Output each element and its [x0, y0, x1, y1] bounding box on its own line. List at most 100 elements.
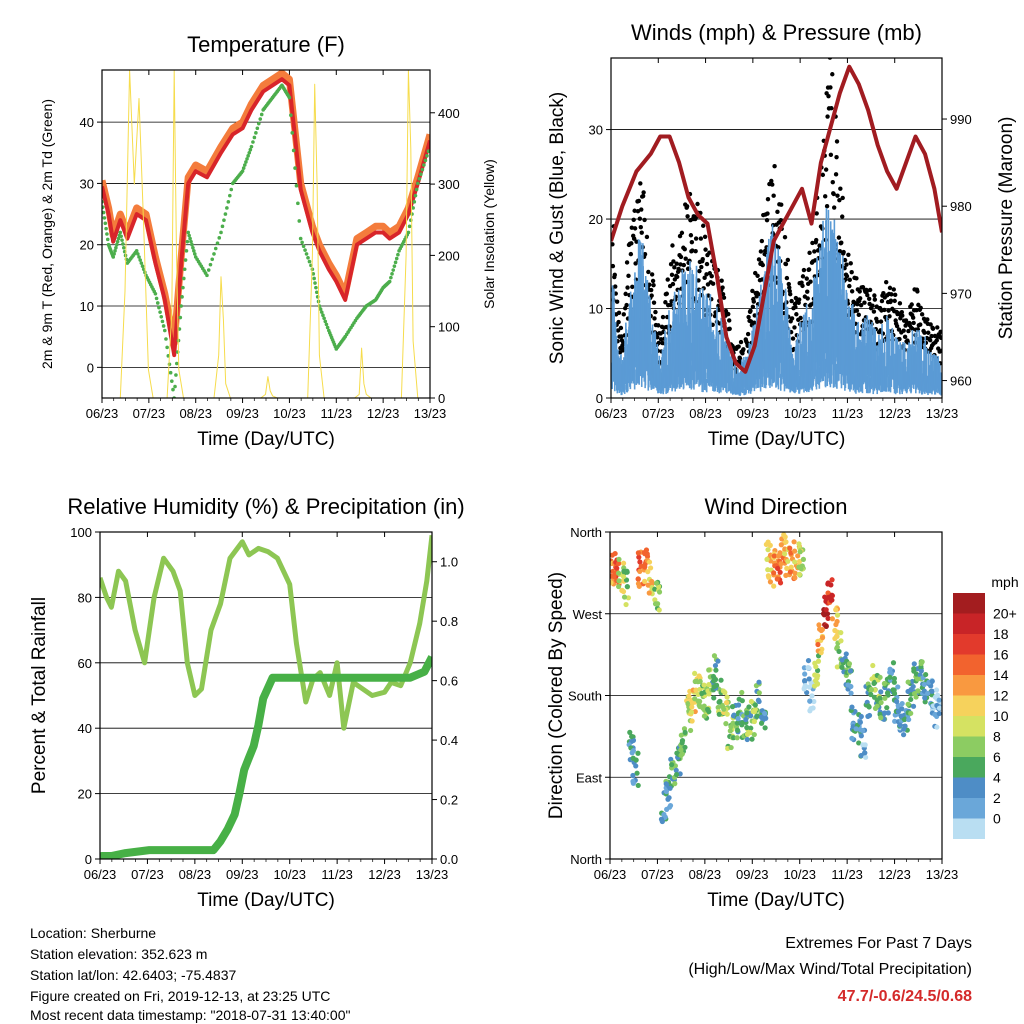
direction-point [884, 690, 891, 696]
temperature-ytick-label: 30 [80, 176, 94, 191]
direction-point [635, 550, 641, 556]
dewpoint-point [213, 246, 218, 251]
direction-point [642, 578, 648, 584]
gust-point [675, 274, 680, 280]
humidity-xtick-label: 08/23 [179, 867, 212, 882]
gust-point [800, 283, 805, 289]
dewpoint-point [105, 237, 110, 242]
dewpoint-point [206, 268, 211, 272]
winds-xtick-label: 07/23 [642, 406, 675, 421]
gust-point [856, 312, 861, 318]
gust-point [624, 260, 630, 265]
dewpoint-point [157, 305, 161, 310]
dewpoint-point [113, 249, 117, 253]
direction-point [630, 772, 636, 779]
direction-point [923, 671, 929, 678]
gust-point [857, 289, 862, 294]
humidity-ytick-label: 0 [85, 852, 92, 867]
gust-point [693, 248, 698, 254]
direction-point [787, 545, 793, 551]
dewpoint-point [182, 276, 186, 281]
dewpoint-point [191, 245, 195, 250]
gust-point [727, 326, 732, 331]
direction-point [735, 716, 741, 722]
dewpoint-point [139, 261, 144, 265]
gust-point [801, 267, 807, 273]
dewpoint-point [185, 239, 190, 244]
dewpoint-point [294, 183, 299, 188]
temperature-xlabel: Time (Day/UTC) [197, 429, 335, 450]
gust-point [639, 207, 644, 212]
direction-point [900, 732, 907, 738]
dewpoint-point [413, 193, 418, 198]
gust-point [847, 277, 852, 283]
direction-point [663, 781, 669, 787]
gust-point [670, 281, 676, 287]
gust-point [872, 297, 878, 302]
dewpoint-point [244, 160, 248, 164]
gust-point [665, 277, 670, 282]
gust-point [829, 106, 834, 111]
direction-point [667, 785, 673, 791]
dewpoint-point [111, 255, 116, 259]
extremes-values: 47.7/-0.6/24.5/0.68 [837, 988, 972, 1005]
gust-point [902, 334, 908, 340]
dewpoint-point [291, 148, 296, 153]
humidity-y2tick-label: 0.0 [440, 852, 458, 867]
gust-point [807, 250, 812, 256]
direction-point [751, 718, 757, 725]
direction-point [829, 616, 835, 622]
direction-point [914, 676, 921, 682]
humidity-title: Relative Humidity (%) & Precipitation (i… [67, 494, 464, 519]
direction-point [908, 710, 914, 716]
direction-point [721, 706, 727, 712]
humidity-ylabel: Percent & Total Rainfall [29, 597, 50, 794]
direction-title: Wind Direction [704, 494, 847, 519]
direction-point [929, 678, 935, 684]
gust-point [930, 326, 936, 331]
gust-point [736, 344, 741, 349]
direction-point [922, 699, 928, 705]
gust-point [848, 261, 853, 266]
colorbar-swatch [953, 634, 985, 655]
gust-point [794, 312, 799, 317]
direction-point [878, 715, 884, 721]
direction-point [624, 583, 630, 590]
direction-point [673, 767, 679, 773]
direction-point [669, 762, 675, 768]
direction-point [642, 564, 648, 570]
gust-point [626, 273, 631, 279]
direction-point [686, 693, 692, 699]
direction-point [783, 539, 789, 545]
colorbar-label: 20+ [993, 606, 1017, 622]
gust-point [641, 190, 646, 195]
direction-point [843, 651, 849, 657]
direction-point [653, 580, 660, 586]
direction-point [836, 648, 842, 655]
gust-point [884, 279, 889, 285]
gust-point [891, 287, 896, 292]
gust-point [695, 201, 700, 207]
gust-point [640, 193, 646, 199]
gust-point [918, 322, 923, 327]
gust-point [697, 268, 702, 274]
humidity-ytick-label: 60 [78, 656, 92, 671]
gust-point [854, 276, 859, 281]
gust-point [759, 238, 765, 244]
dewpoint-point [182, 267, 187, 272]
direction-point [758, 720, 765, 726]
gust-point [631, 217, 636, 223]
direction-point [778, 561, 784, 567]
colorbar-title: mph [991, 574, 1018, 590]
gust-point [658, 337, 664, 342]
direction-point [710, 673, 717, 680]
direction-xtick-label: 06/23 [594, 867, 627, 882]
direction-point [905, 701, 911, 707]
gust-point [879, 298, 885, 304]
direction-point [616, 578, 622, 584]
direction-point [679, 751, 685, 757]
gust-point [720, 285, 725, 290]
direction-point [788, 564, 794, 570]
direction-point [749, 736, 755, 742]
gust-point [760, 262, 765, 268]
